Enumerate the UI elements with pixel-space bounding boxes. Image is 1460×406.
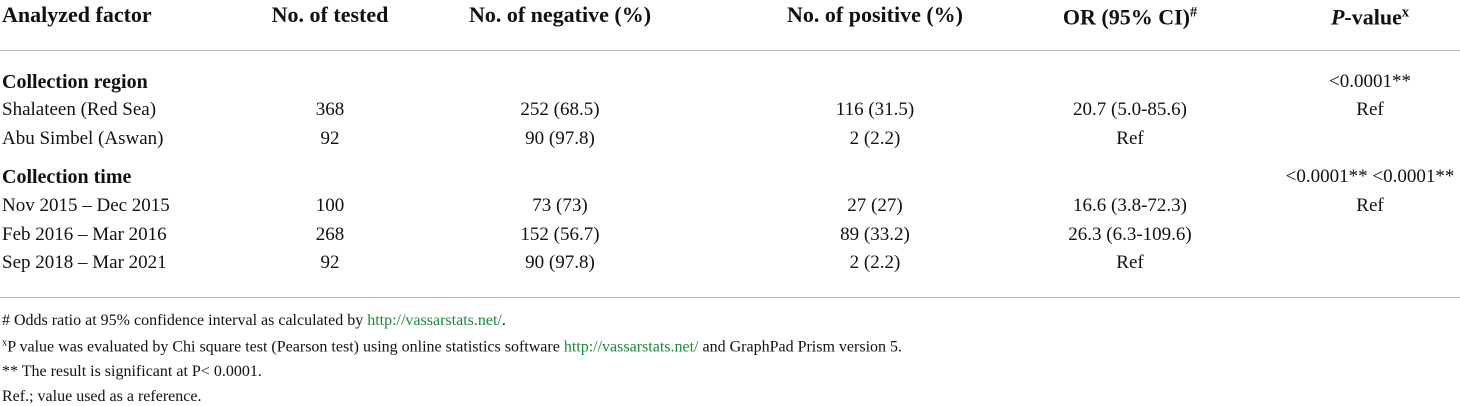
header-text: No. of tested bbox=[271, 2, 389, 27]
footnote: Ref.; value used as a reference. bbox=[2, 388, 201, 406]
header-cell: P-valuex bbox=[1331, 1, 1409, 28]
table-cell: 90 (97.8) bbox=[525, 128, 595, 149]
table-cell: 252 (68.5) bbox=[520, 99, 600, 120]
header-cell: No. of negative (%) bbox=[469, 4, 651, 26]
section-p-value: <0.0001** <0.0001** bbox=[1285, 166, 1455, 187]
table-cell: 152 (56.7) bbox=[520, 224, 600, 245]
table-cell: 92 bbox=[320, 252, 340, 273]
table-cell: 16.6 (3.8-72.3) bbox=[1073, 195, 1187, 216]
header-cell: No. of positive (%) bbox=[787, 4, 963, 26]
footnote-text: Ref.; value used as a reference. bbox=[2, 388, 202, 405]
footnote-link[interactable]: http://vassarstats.net/ bbox=[367, 312, 502, 329]
table-cell: 92 bbox=[320, 128, 340, 149]
footnote-text: and GraphPad Prism version 5. bbox=[698, 338, 903, 356]
header-text: -value bbox=[1344, 4, 1402, 30]
header-rule bbox=[0, 50, 1460, 51]
header-cell: No. of tested bbox=[272, 4, 389, 26]
footnote-text: P value was evaluated by Chi square test… bbox=[7, 338, 564, 356]
table-cell: Feb 2016 – Mar 2016 bbox=[2, 224, 167, 245]
header-sup: x bbox=[1401, 4, 1410, 21]
header-cell: OR (95% CI)# bbox=[1063, 1, 1197, 28]
bottom-rule bbox=[0, 297, 1460, 298]
footnote-text: ** The result is significant at P< 0.000… bbox=[2, 363, 262, 380]
table-cell: 27 (27) bbox=[847, 195, 903, 216]
footnote: # Odds ratio at 95% confidence interval … bbox=[2, 312, 506, 330]
table-cell: Shalateen (Red Sea) bbox=[2, 99, 157, 120]
table-cell: 73 (73) bbox=[532, 195, 588, 216]
table-cell: 368 bbox=[315, 99, 345, 120]
table-cell: Ref bbox=[1116, 128, 1144, 149]
section-p-value: <0.0001** bbox=[1329, 71, 1411, 92]
table-cell: Ref bbox=[1356, 99, 1384, 120]
header-text: No. of negative (%) bbox=[468, 2, 652, 27]
section-label: Collection time bbox=[2, 166, 132, 188]
footnote-text: # Odds ratio at 95% confidence interval … bbox=[2, 312, 368, 329]
header-text: OR (95% CI) bbox=[1062, 4, 1190, 30]
header-italic: P bbox=[1330, 4, 1345, 30]
table-cell: 2 (2.2) bbox=[849, 128, 901, 149]
table-cell: 2 (2.2) bbox=[849, 252, 901, 273]
table-cell: 20.7 (5.0-85.6) bbox=[1073, 99, 1187, 120]
table-cell: Sep 2018 – Mar 2021 bbox=[2, 252, 167, 273]
header-text: Analyzed factor bbox=[2, 2, 152, 27]
footnote-sup: x bbox=[2, 337, 8, 349]
header-text: No. of positive (%) bbox=[787, 2, 963, 27]
header-sup: # bbox=[1189, 4, 1198, 21]
table-cell: 89 (33.2) bbox=[840, 224, 910, 245]
table-cell: Abu Simbel (Aswan) bbox=[2, 128, 164, 149]
table-cell: 90 (97.8) bbox=[525, 252, 595, 273]
header-cell: Analyzed factor bbox=[2, 4, 152, 26]
table-cell: 268 bbox=[315, 224, 345, 245]
footnote-text: . bbox=[501, 312, 506, 329]
table-cell: Ref bbox=[1116, 252, 1144, 273]
section-label: Collection region bbox=[2, 71, 148, 93]
table-cell: Nov 2015 – Dec 2015 bbox=[2, 195, 170, 216]
footnote: xP value was evaluated by Chi square tes… bbox=[2, 337, 902, 356]
table-cell: 100 bbox=[315, 195, 345, 216]
table-cell: 116 (31.5) bbox=[835, 99, 915, 120]
footnote-link[interactable]: http://vassarstats.net/ bbox=[563, 338, 699, 356]
table-cell: Ref bbox=[1356, 195, 1384, 216]
table-cell: 26.3 (6.3-109.6) bbox=[1068, 224, 1192, 245]
footnote: ** The result is significant at P< 0.000… bbox=[2, 363, 262, 381]
